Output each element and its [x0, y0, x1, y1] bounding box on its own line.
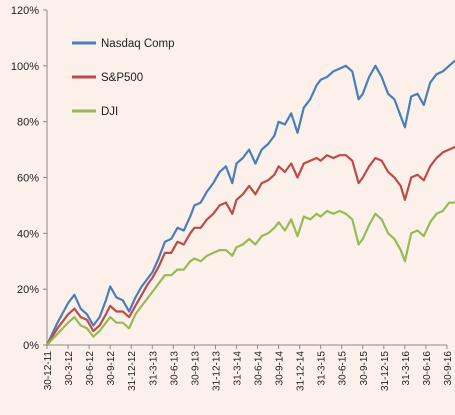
series-line-s-p500 [45, 145, 455, 347]
y-tick-label: 20% [17, 284, 39, 296]
series-layer [45, 59, 455, 347]
x-tick-label: 30-6-15 [338, 351, 349, 386]
x-tick-label: 30-3-12 [64, 351, 75, 386]
legend: Nasdaq Comp S&P500 DJI [72, 38, 175, 118]
x-tick-label: 30-6-12 [85, 351, 96, 386]
x-tick-label: 30-9-14 [275, 351, 286, 386]
y-tick-label: 120% [11, 5, 39, 17]
y-tick-label: 0% [23, 340, 39, 352]
x-tick-label: 30-12-11 [43, 351, 54, 391]
x-tick-label: 31-12-13 [211, 351, 222, 391]
x-tick-label: 30-9-13 [190, 351, 201, 386]
legend-label: S&P500 [101, 72, 143, 84]
y-tick-label: 100% [11, 61, 39, 73]
y-axis: 0% 20% 40% 60% 80% 100% 120% [11, 5, 48, 352]
legend-label: Nasdaq Comp [101, 38, 175, 50]
x-tick-label: 31-3-14 [232, 351, 243, 386]
legend-label: DJI [101, 106, 118, 118]
x-tick-label: 30-6-13 [169, 351, 180, 386]
series-line-dji [45, 201, 455, 347]
x-tick-label: 30-6-14 [254, 351, 265, 386]
x-tick-label: 31-12-14 [296, 351, 307, 391]
x-tick-label: 30-9-15 [359, 351, 370, 386]
x-axis: 30-12-11 30-3-12 30-6-12 30-9-12 31-12-12 31-… [43, 344, 454, 391]
y-tick-label: 40% [17, 228, 39, 240]
y-tick-label: 60% [17, 173, 39, 185]
x-tick-label: 30-6-16 [422, 351, 433, 386]
x-tick-label: 31-12-12 [127, 351, 138, 391]
x-tick-label: 31-3-13 [148, 351, 159, 386]
x-tick-label: 30-9-16 [443, 351, 454, 386]
y-tick-label: 80% [17, 117, 39, 129]
x-tick-label: 31-3-15 [317, 351, 328, 386]
x-tick-label: 30-9-12 [106, 351, 117, 386]
series-line-nasdaq-comp [45, 59, 455, 347]
x-tick-label: 31-12-15 [380, 351, 391, 391]
x-tick-label: 31-3-16 [401, 351, 412, 386]
